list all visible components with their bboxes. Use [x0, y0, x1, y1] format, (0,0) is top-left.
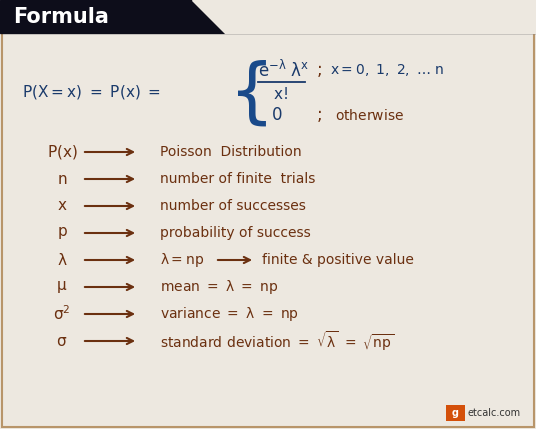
- Text: etcalc.com: etcalc.com: [467, 408, 520, 417]
- Text: $\mathsf{P(X = x)\ =\ P(x)\ =}$: $\mathsf{P(X = x)\ =\ P(x)\ =}$: [22, 83, 161, 101]
- Text: $\mathsf{\sigma}$: $\mathsf{\sigma}$: [56, 333, 68, 348]
- Text: number of finite  trials: number of finite trials: [160, 172, 315, 186]
- Text: $\{$: $\{$: [228, 58, 267, 128]
- Text: $\mathsf{variance\ =\ \lambda\ =\ np}$: $\mathsf{variance\ =\ \lambda\ =\ np}$: [160, 305, 299, 323]
- Text: probability of success: probability of success: [160, 226, 311, 240]
- Text: $\mathsf{standard\ deviation\ =\ \sqrt{\lambda}\ =\ \sqrt{np}}$: $\mathsf{standard\ deviation\ =\ \sqrt{\…: [160, 329, 394, 353]
- Text: $\mathsf{;}$: $\mathsf{;}$: [316, 106, 322, 124]
- Text: $\mathsf{\lambda = np}$: $\mathsf{\lambda = np}$: [160, 251, 204, 269]
- Text: $\mathsf{x!}$: $\mathsf{x!}$: [273, 86, 288, 102]
- Text: finite & positive value: finite & positive value: [262, 253, 414, 267]
- Text: $\mathsf{0}$: $\mathsf{0}$: [271, 106, 282, 124]
- Text: $\mathsf{x}$: $\mathsf{x}$: [57, 199, 67, 214]
- Text: Poisson  Distribution: Poisson Distribution: [160, 145, 302, 159]
- Text: $\mathsf{\sigma^2}$: $\mathsf{\sigma^2}$: [53, 305, 71, 323]
- Text: $\mathsf{otherwise}$: $\mathsf{otherwise}$: [335, 108, 404, 123]
- Text: $\mathsf{x = 0,\ 1,\ 2,\ \ldots\ n}$: $\mathsf{x = 0,\ 1,\ 2,\ \ldots\ n}$: [330, 62, 444, 78]
- Text: $\mathsf{\lambda}$: $\mathsf{\lambda}$: [57, 252, 68, 268]
- Polygon shape: [192, 0, 536, 33]
- Text: $\mathsf{mean\ =\ \lambda\ =\ np}$: $\mathsf{mean\ =\ \lambda\ =\ np}$: [160, 278, 279, 296]
- Text: Formula: Formula: [13, 7, 109, 27]
- Polygon shape: [0, 0, 536, 33]
- Text: number of successes: number of successes: [160, 199, 306, 213]
- FancyBboxPatch shape: [445, 405, 465, 420]
- Text: $\mathsf{n}$: $\mathsf{n}$: [57, 172, 67, 187]
- Text: $\mathsf{p}$: $\mathsf{p}$: [57, 225, 68, 241]
- Text: $\mathsf{e^{-\lambda}\ \lambda^{x}}$: $\mathsf{e^{-\lambda}\ \lambda^{x}}$: [258, 59, 309, 81]
- Text: $\mathsf{;}$: $\mathsf{;}$: [316, 61, 322, 79]
- Text: g: g: [451, 408, 458, 417]
- Text: $\mathsf{P(x)}$: $\mathsf{P(x)}$: [47, 143, 77, 161]
- Text: $\mathsf{\mu}$: $\mathsf{\mu}$: [56, 279, 68, 295]
